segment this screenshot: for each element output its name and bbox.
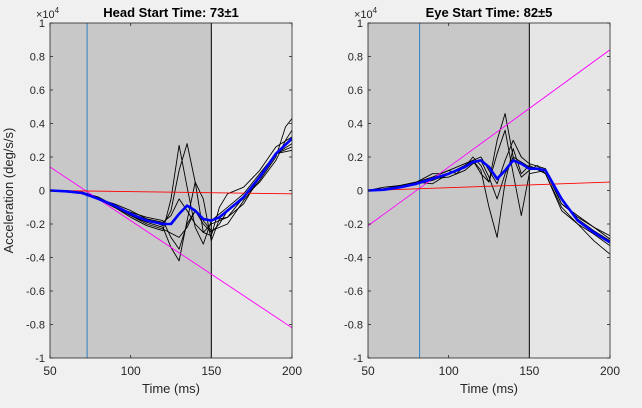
y-tick-label-0-6: -0.6: [26, 286, 45, 298]
y-exponent-power: 4: [373, 6, 378, 15]
y-tick-label-0-8: 0.8: [348, 52, 363, 64]
y-tick-label-0-2: 0.2: [30, 152, 45, 164]
y-exponent-power: 4: [55, 6, 60, 15]
shaded-region-0: [368, 23, 530, 358]
y-tick-label-1: 1: [357, 18, 363, 30]
x-tick-label-150: 150: [519, 364, 539, 378]
y-tick-label-0-8: -0.8: [26, 320, 45, 332]
series-line-8: [50, 137, 292, 226]
plot-series-group: [50, 23, 292, 358]
y-exponent-label: ×104: [36, 6, 60, 21]
x-tick-label-50: 50: [43, 364, 57, 378]
y-tick-label-1: 1: [39, 18, 45, 30]
series-line-5: [368, 49, 610, 227]
head-acceleration-panel: 50 100 150 200 -1 -0.8 -0.6 -0.4 -0.2 0 0.2 0.4 0.6 0…: [1, 5, 302, 396]
y-tick-label-0-8: 0.8: [30, 52, 45, 64]
x-tick-label-150: 150: [201, 364, 221, 378]
shaded-region-1: [529, 23, 610, 358]
plot-series-group: [368, 23, 610, 358]
y-tick-label-0-6: 0.6: [348, 85, 363, 97]
y-tick-label-0: 0: [39, 186, 45, 198]
y-tick-label-0-6: -0.6: [344, 286, 363, 298]
y-tick-label-0-8: -0.8: [344, 320, 363, 332]
chart-title: Head Start Time: 73±1: [103, 5, 239, 20]
chart-title: Eye Start Time: 82±5: [426, 5, 553, 20]
x-tick-label-200: 200: [600, 364, 620, 378]
x-axis-label: Time (ms): [460, 381, 518, 396]
y-tick-label-0-4: 0.4: [30, 119, 45, 131]
x-tick-label-200: 200: [282, 364, 302, 378]
eye-acceleration-panel: 50 100 150 200 -1 -0.8 -0.6 -0.4 -0.2 0 0.2 0.4 0.6 0…: [344, 5, 620, 396]
series-line-7: [50, 190, 292, 195]
series-line-6: [50, 166, 292, 329]
y-exponent-label: ×104: [354, 6, 378, 21]
y-tick-label-1: -1: [35, 353, 45, 365]
y-tick-label-0-2: -0.2: [26, 219, 45, 231]
y-tick-label-0-6: 0.6: [30, 85, 45, 97]
x-axis-label: Time (ms): [142, 381, 200, 396]
y-axis-label: Acceleration (deg/s/s): [1, 128, 16, 254]
series-line-7: [368, 159, 610, 244]
y-tick-label-0-4: -0.4: [26, 253, 45, 265]
x-tick-label-100: 100: [121, 364, 141, 378]
y-tick-label-0-2: 0.2: [348, 152, 363, 164]
y-tick-label-0-4: -0.4: [344, 253, 363, 265]
y-tick-label-0-2: -0.2: [344, 219, 363, 231]
series-line-3: [50, 143, 292, 262]
y-tick-label-1: -1: [353, 353, 363, 365]
y-tick-label-0: 0: [357, 186, 363, 198]
x-tick-label-50: 50: [361, 364, 375, 378]
series-line-6: [368, 181, 610, 191]
x-tick-label-100: 100: [439, 364, 459, 378]
y-tick-label-0-4: 0.4: [348, 119, 363, 131]
